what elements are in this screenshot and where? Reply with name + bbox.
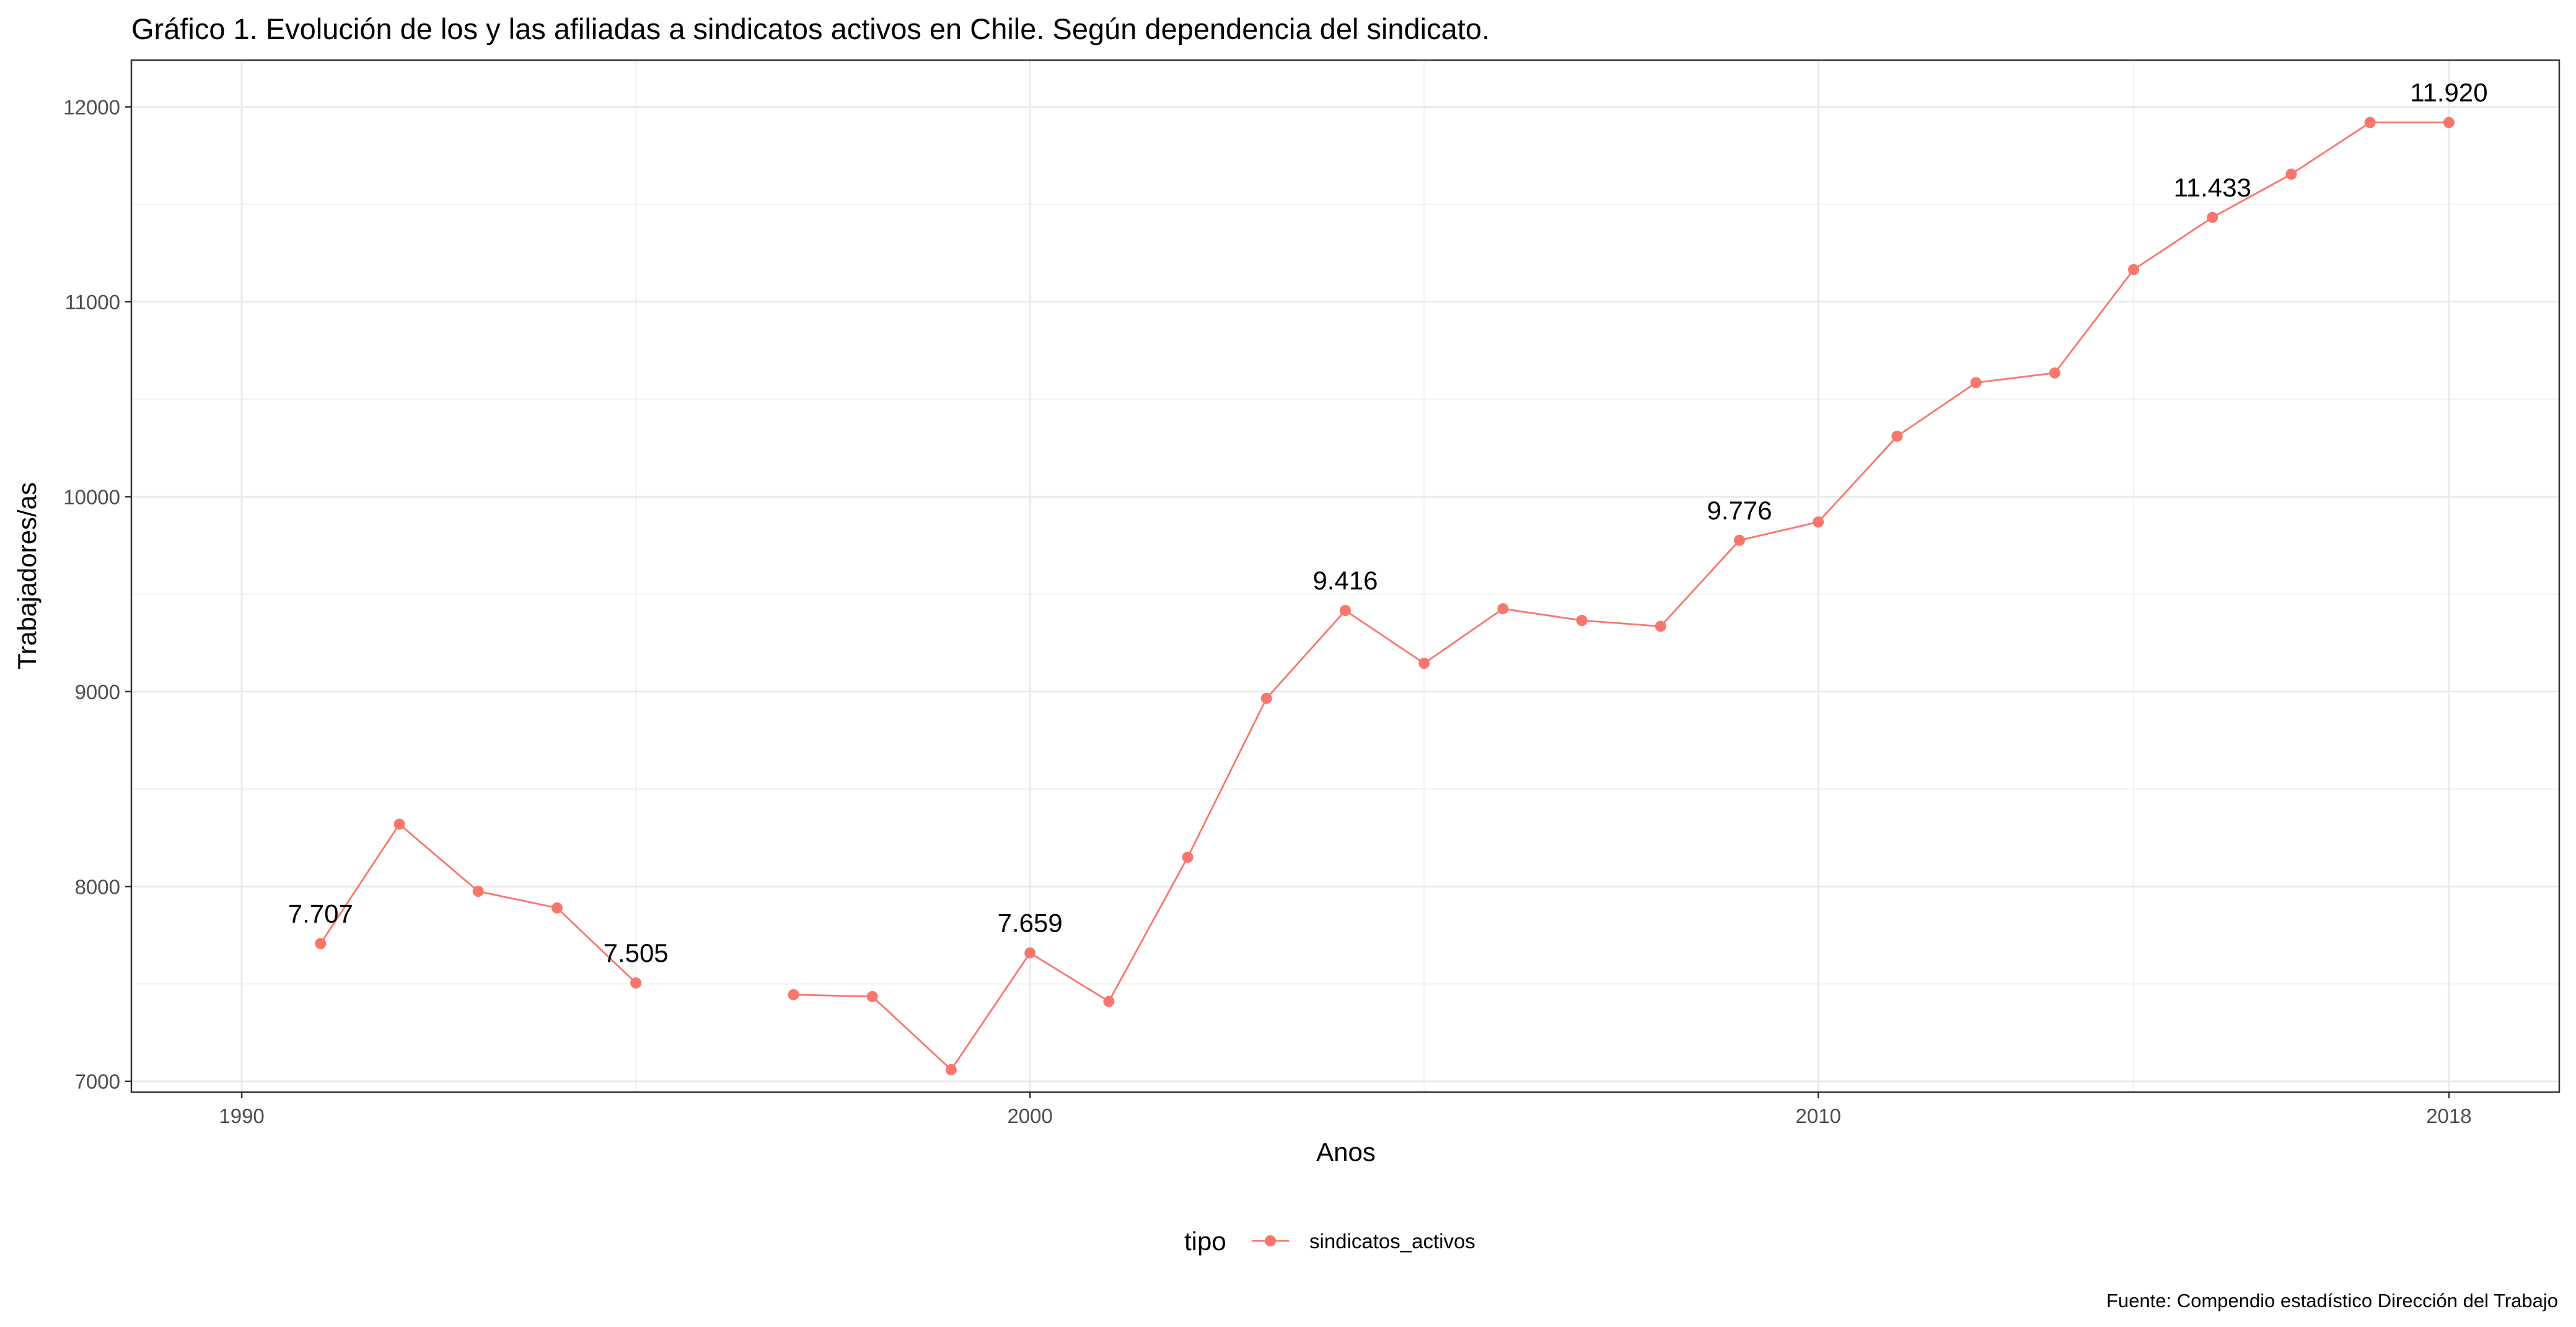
data-point: [2285, 168, 2297, 180]
legend-key-point: [1265, 1235, 1276, 1246]
data-label: 7.659: [998, 908, 1063, 937]
y-tick-label: 9000: [75, 681, 120, 703]
data-point: [2207, 211, 2218, 223]
data-label: 11.433: [2174, 173, 2251, 202]
point-layer: [315, 117, 2455, 1075]
data-point: [1497, 603, 1509, 615]
data-point: [866, 990, 878, 1002]
data-point: [551, 902, 563, 914]
legend-label: sindicatos_activos: [1309, 1230, 1475, 1253]
chart-title: Gráfico 1. Evolución de los y las afilia…: [131, 12, 1490, 45]
series-line: [793, 121, 2449, 1071]
data-point: [945, 1064, 957, 1075]
y-tick-label: 11000: [65, 291, 120, 314]
x-axis-title: Anos: [1316, 1137, 1376, 1166]
y-axis-title: Trabajadores/as: [12, 482, 42, 669]
data-point: [1260, 692, 1272, 704]
caption: Fuente: Compendio estadístico Dirección …: [2106, 1290, 2558, 1312]
data-point: [788, 989, 799, 1000]
data-point: [1182, 852, 1193, 863]
data-point: [2128, 264, 2140, 276]
plot-panel: 7.707 7.505 7.659 9.416 9.776 11.433 11.920: [130, 59, 2561, 1093]
legend-title: tipo: [1184, 1227, 1226, 1256]
y-tick-label: 12000: [63, 95, 120, 118]
x-axis: 1990 2000 2010 2018: [219, 1092, 2472, 1127]
panel-border: [130, 59, 2561, 1093]
data-point: [1734, 534, 1746, 546]
data-label-layer: 7.707 7.505 7.659 9.416 9.776 11.433 11.920: [288, 78, 2488, 968]
x-tick-label: 2000: [1007, 1104, 1052, 1127]
data-point: [2049, 367, 2060, 379]
y-tick-label: 10000: [63, 485, 120, 508]
data-point: [393, 818, 405, 830]
data-label: 9.416: [1312, 566, 1378, 595]
data-label: 11.920: [2410, 78, 2487, 107]
data-point: [1891, 430, 1903, 442]
y-tick-label: 7000: [75, 1070, 120, 1093]
data-label: 7.707: [288, 899, 353, 928]
data-label: 9.776: [1707, 496, 1772, 525]
data-point: [1970, 377, 1982, 389]
data-point: [1576, 615, 1588, 627]
data-point: [1103, 995, 1115, 1007]
x-tick-label: 2010: [1796, 1104, 1841, 1127]
data-point: [472, 886, 484, 897]
x-tick-label: 2018: [2426, 1104, 2471, 1127]
data-point: [630, 977, 642, 989]
data-point: [1024, 947, 1036, 959]
y-tick-label: 8000: [75, 875, 120, 898]
data-point: [1655, 620, 1666, 632]
data-point: [1418, 658, 1430, 669]
data-point: [2443, 117, 2455, 128]
y-axis: 7000 8000 9000 10000 11000 12000: [63, 95, 131, 1093]
data-point: [1340, 605, 1351, 616]
grid-lines: [131, 60, 2559, 1092]
series-layer: [320, 121, 2449, 1071]
legend: tipo sindicatos_activos: [1184, 1227, 1475, 1256]
series-line: [320, 823, 637, 984]
data-label: 7.505: [604, 938, 669, 968]
data-point: [315, 938, 327, 950]
data-point: [1813, 516, 1824, 528]
data-point: [2364, 117, 2376, 128]
x-tick-label: 1990: [219, 1104, 264, 1127]
